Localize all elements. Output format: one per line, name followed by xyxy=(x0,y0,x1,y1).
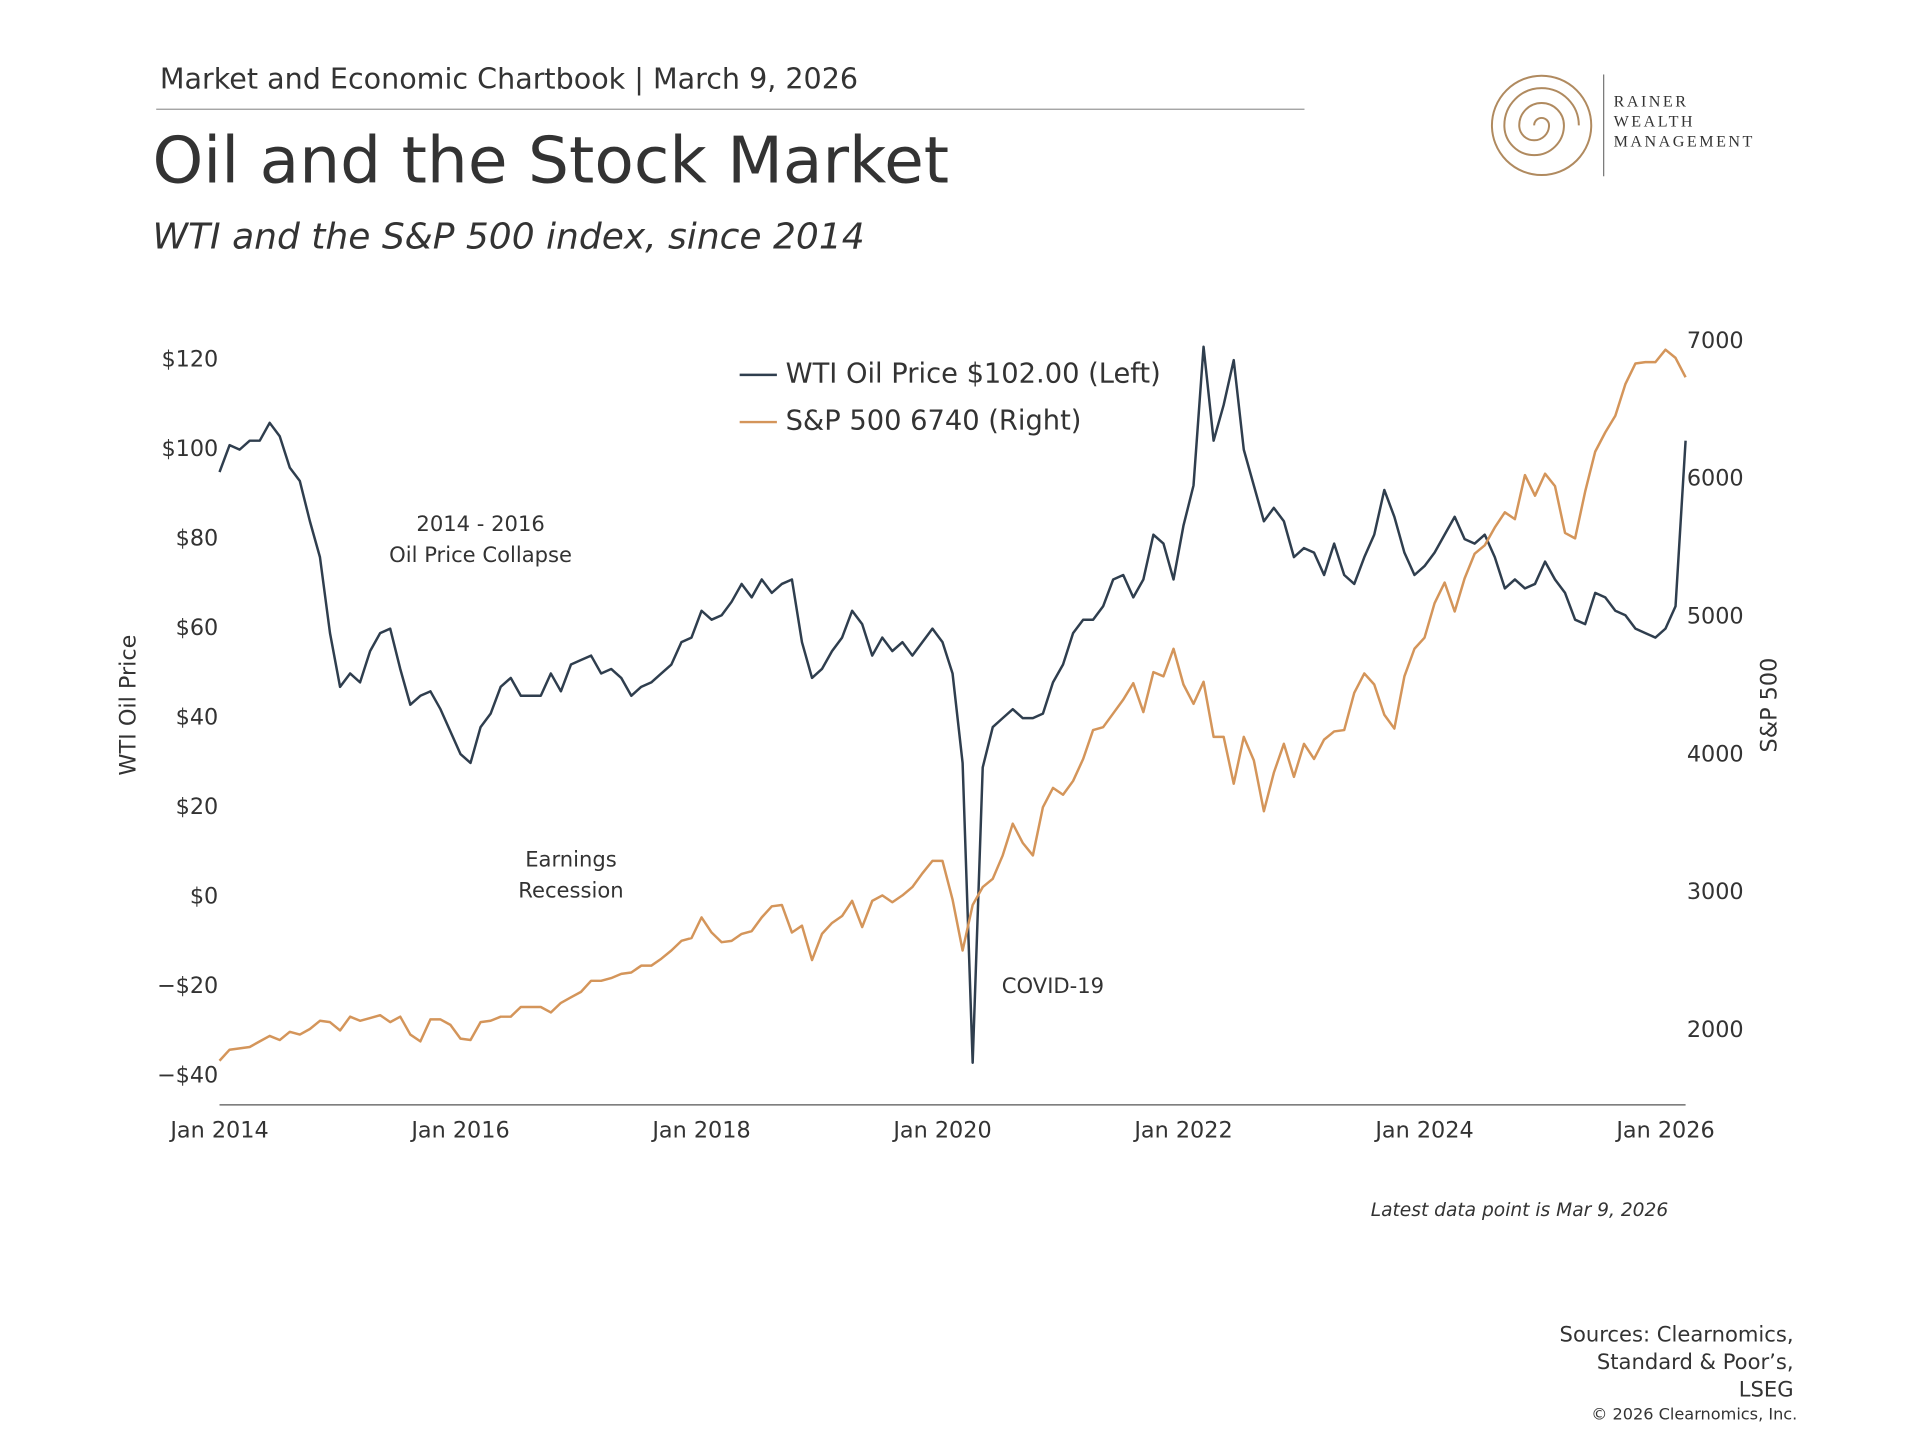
series-line xyxy=(218,345,1687,1064)
y-tick-label: $80 xyxy=(176,526,219,552)
chart-title: Oil and the Stock Market xyxy=(152,124,949,199)
sources: Standard & Poor’s, xyxy=(1597,1349,1794,1374)
y2-tick-label: 4000 xyxy=(1687,741,1744,767)
y-tick-label: $60 xyxy=(176,615,219,641)
y-tick-label: $120 xyxy=(161,347,218,373)
logo-text: RAINER xyxy=(1614,94,1689,111)
sources: Sources: Clearnomics, xyxy=(1560,1322,1794,1347)
x-tick-label: Jan 2014 xyxy=(168,1117,268,1143)
x-tick-label: Jan 2018 xyxy=(650,1117,750,1143)
y2-tick-label: 7000 xyxy=(1687,328,1744,354)
x-tick-label: Jan 2016 xyxy=(409,1117,509,1143)
y2-tick-label: 6000 xyxy=(1687,466,1744,492)
x-tick-label: Jan 2026 xyxy=(1614,1117,1714,1143)
annotation: 2014 - 2016 xyxy=(416,511,544,536)
annotation: Earnings xyxy=(525,846,617,871)
legend-label: WTI Oil Price $102.00 (Left) xyxy=(786,358,1161,389)
x-tick-label: Jan 2022 xyxy=(1132,1117,1232,1143)
y-tick-label: $100 xyxy=(161,436,218,462)
y-tick-label: $40 xyxy=(176,705,219,731)
y2-tick-label: 3000 xyxy=(1687,879,1744,905)
y-tick-label: $0 xyxy=(190,884,218,910)
legend-label: S&P 500 6740 (Right) xyxy=(786,406,1082,437)
y2-tick-label: 5000 xyxy=(1687,603,1744,629)
y2-tick-label: 2000 xyxy=(1687,1017,1744,1043)
annotation: Recession xyxy=(518,877,623,902)
copyright: © 2026 Clearnomics, Inc. xyxy=(1591,1405,1797,1424)
y2-axis-title: S&P 500 xyxy=(1757,658,1783,753)
x-tick-label: Jan 2024 xyxy=(1373,1117,1473,1143)
sources: LSEG xyxy=(1739,1376,1794,1401)
annotation: COVID-19 xyxy=(1002,973,1104,998)
logo-text: WEALTH xyxy=(1614,114,1695,131)
annotation: Oil Price Collapse xyxy=(389,542,572,567)
logo-text: MANAGEMENT xyxy=(1614,133,1755,150)
x-tick-label: Jan 2020 xyxy=(891,1117,991,1143)
series-line xyxy=(218,348,1687,1062)
y-tick-label: $20 xyxy=(176,794,219,820)
y-tick-label: −$40 xyxy=(157,1063,218,1089)
kicker: Market and Economic Chartbook | March 9,… xyxy=(160,62,858,96)
y-tick-label: −$20 xyxy=(157,973,218,999)
logo xyxy=(1490,74,1605,177)
note: Latest data point is Mar 9, 2026 xyxy=(1371,1200,1669,1221)
y-axis-title: WTI Oil Price xyxy=(115,635,141,776)
chart-subtitle: WTI and the S&P 500 index, since 2014 xyxy=(152,216,864,257)
